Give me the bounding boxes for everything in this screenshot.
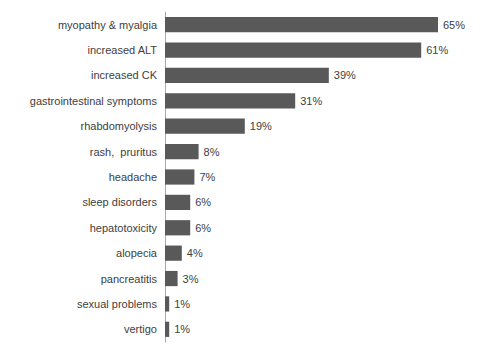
svg-text:6%: 6% — [195, 196, 211, 208]
svg-text:rhabdomyolysis: rhabdomyolysis — [81, 120, 158, 132]
svg-text:alopecia: alopecia — [116, 247, 158, 259]
svg-text:gastrointestinal symptoms: gastrointestinal symptoms — [30, 95, 158, 107]
svg-text:31%: 31% — [300, 95, 322, 107]
svg-text:hepatotoxicity: hepatotoxicity — [90, 222, 158, 234]
svg-text:65%: 65% — [443, 19, 465, 31]
svg-text:headache: headache — [109, 171, 157, 183]
svg-text:increased ALT: increased ALT — [87, 44, 157, 56]
svg-text:rash, pruritus: rash, pruritus — [90, 146, 158, 158]
svg-text:4%: 4% — [187, 247, 203, 259]
svg-text:increased CK: increased CK — [91, 69, 158, 81]
svg-text:19%: 19% — [250, 120, 272, 132]
svg-text:3%: 3% — [183, 273, 199, 285]
svg-text:1%: 1% — [174, 323, 190, 335]
svg-text:sexual problems: sexual problems — [77, 298, 158, 310]
svg-text:8%: 8% — [204, 146, 220, 158]
svg-text:pancreatitis: pancreatitis — [101, 273, 158, 285]
svg-text:7%: 7% — [199, 171, 215, 183]
svg-text:6%: 6% — [195, 222, 211, 234]
svg-text:1%: 1% — [174, 298, 190, 310]
svg-text:sleep disorders: sleep disorders — [82, 196, 157, 208]
svg-text:vertigo: vertigo — [124, 323, 157, 335]
svg-text:61%: 61% — [426, 44, 448, 56]
svg-text:39%: 39% — [334, 69, 356, 81]
svg-text:myopathy & myalgia: myopathy & myalgia — [58, 19, 158, 31]
